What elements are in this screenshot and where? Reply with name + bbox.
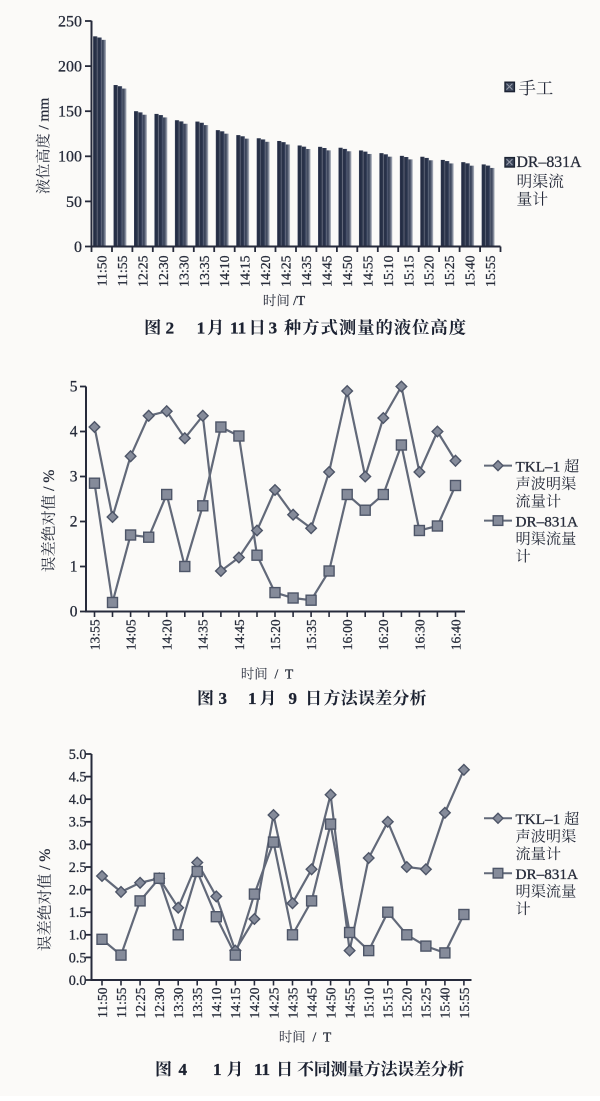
svg-text:2: 2 bbox=[166, 319, 175, 338]
svg-text:9: 9 bbox=[289, 689, 298, 708]
svg-text:14:55: 14:55 bbox=[342, 987, 357, 1018]
svg-text:15:25: 15:25 bbox=[419, 987, 434, 1018]
svg-text:15:10: 15:10 bbox=[362, 987, 377, 1018]
svg-text:11:55: 11:55 bbox=[115, 255, 130, 286]
svg-text:/ T: / T bbox=[268, 667, 294, 682]
svg-text:/ T: / T bbox=[306, 1030, 332, 1045]
svg-text:4: 4 bbox=[179, 1060, 188, 1079]
svg-text:14:15: 14:15 bbox=[238, 255, 253, 287]
svg-text:150: 150 bbox=[58, 104, 82, 121]
svg-text:5.0: 5.0 bbox=[69, 747, 87, 763]
svg-text:14:45: 14:45 bbox=[304, 987, 319, 1018]
svg-text:4: 4 bbox=[70, 424, 78, 441]
svg-text:16:00: 16:00 bbox=[340, 619, 355, 650]
svg-text:15:40: 15:40 bbox=[463, 255, 478, 287]
svg-text:TKL–1: TKL–1 bbox=[516, 811, 565, 828]
svg-text:15:20: 15:20 bbox=[422, 255, 437, 287]
svg-text:14:35: 14:35 bbox=[196, 619, 211, 650]
svg-text:11:50: 11:50 bbox=[95, 255, 110, 286]
svg-text:14:50: 14:50 bbox=[340, 255, 355, 287]
svg-text:15:55: 15:55 bbox=[457, 987, 472, 1018]
svg-text:0: 0 bbox=[74, 239, 82, 256]
svg-text:2.0: 2.0 bbox=[69, 883, 87, 899]
svg-text:1.5: 1.5 bbox=[69, 905, 87, 921]
svg-text:15:40: 15:40 bbox=[438, 987, 453, 1018]
svg-text:/ %: / % bbox=[41, 470, 58, 495]
svg-text:1: 1 bbox=[248, 689, 257, 708]
svg-text:0.0: 0.0 bbox=[69, 973, 87, 989]
svg-text:1: 1 bbox=[197, 319, 206, 338]
svg-text:14:20: 14:20 bbox=[247, 987, 262, 1018]
svg-text:3.5: 3.5 bbox=[69, 815, 87, 831]
svg-text:3.0: 3.0 bbox=[69, 837, 87, 853]
svg-text:0: 0 bbox=[70, 604, 78, 621]
svg-text:11: 11 bbox=[254, 1060, 270, 1079]
svg-text:14:55: 14:55 bbox=[360, 255, 375, 287]
svg-text:15:20: 15:20 bbox=[400, 987, 415, 1018]
svg-text:DR–831A: DR–831A bbox=[517, 154, 583, 171]
svg-text:12:25: 12:25 bbox=[133, 987, 148, 1018]
svg-text:13:30: 13:30 bbox=[171, 987, 186, 1018]
svg-text:/ %: / % bbox=[37, 849, 54, 874]
svg-text:3: 3 bbox=[269, 319, 278, 338]
svg-text:1: 1 bbox=[213, 1060, 222, 1079]
svg-text:14:35: 14:35 bbox=[285, 987, 300, 1018]
svg-text:14:20: 14:20 bbox=[258, 255, 273, 287]
svg-text:4.0: 4.0 bbox=[69, 792, 87, 808]
svg-text:15:55: 15:55 bbox=[483, 255, 498, 287]
svg-text:11:50: 11:50 bbox=[95, 987, 110, 1018]
svg-text:15:15: 15:15 bbox=[381, 987, 396, 1018]
svg-text:/T: /T bbox=[290, 293, 306, 308]
svg-text:14:20: 14:20 bbox=[160, 619, 175, 650]
svg-text:3: 3 bbox=[219, 689, 228, 708]
svg-text:16:40: 16:40 bbox=[448, 619, 463, 650]
svg-text:13:55: 13:55 bbox=[87, 619, 102, 650]
svg-text:14:10: 14:10 bbox=[209, 987, 224, 1018]
svg-text:2: 2 bbox=[70, 514, 78, 531]
svg-text:2.5: 2.5 bbox=[69, 860, 87, 876]
svg-text:14:15: 14:15 bbox=[228, 987, 243, 1018]
svg-text:16:20: 16:20 bbox=[376, 619, 391, 650]
svg-text:14:45: 14:45 bbox=[232, 619, 247, 650]
svg-text:14:35: 14:35 bbox=[299, 255, 314, 287]
svg-text:4.5: 4.5 bbox=[69, 770, 87, 786]
svg-text:200: 200 bbox=[58, 59, 82, 76]
svg-text:14:50: 14:50 bbox=[323, 987, 338, 1018]
svg-text:11: 11 bbox=[230, 319, 246, 338]
svg-text:100: 100 bbox=[58, 149, 82, 166]
svg-text:13:35: 13:35 bbox=[197, 255, 212, 287]
svg-text:250: 250 bbox=[58, 13, 82, 30]
svg-text:15:35: 15:35 bbox=[304, 619, 319, 650]
svg-text:1: 1 bbox=[70, 559, 78, 576]
svg-text:/ mm: / mm bbox=[36, 98, 53, 134]
svg-text:5: 5 bbox=[70, 379, 78, 396]
svg-text:14:10: 14:10 bbox=[217, 255, 232, 287]
svg-text:15:15: 15:15 bbox=[401, 255, 416, 287]
svg-text:14:25: 14:25 bbox=[266, 987, 281, 1018]
svg-text:15:10: 15:10 bbox=[381, 255, 396, 287]
svg-text:12:30: 12:30 bbox=[152, 987, 167, 1018]
svg-text:11:55: 11:55 bbox=[114, 987, 129, 1018]
svg-text:15:25: 15:25 bbox=[442, 255, 457, 287]
svg-text:13:30: 13:30 bbox=[176, 255, 191, 287]
svg-text:DR–831A: DR–831A bbox=[516, 514, 578, 531]
svg-text:16:30: 16:30 bbox=[412, 619, 427, 650]
svg-text:TKL–1: TKL–1 bbox=[516, 459, 565, 476]
svg-text:0.5: 0.5 bbox=[69, 950, 87, 966]
svg-text:14:05: 14:05 bbox=[124, 619, 139, 650]
svg-text:13:35: 13:35 bbox=[190, 987, 205, 1018]
svg-text:12:25: 12:25 bbox=[135, 255, 150, 287]
svg-text:12:30: 12:30 bbox=[156, 255, 171, 287]
svg-text:3: 3 bbox=[70, 469, 78, 486]
svg-text:1.0: 1.0 bbox=[69, 928, 87, 944]
svg-text:14:45: 14:45 bbox=[320, 255, 335, 287]
svg-text:14:25: 14:25 bbox=[279, 255, 294, 287]
svg-text:50: 50 bbox=[66, 194, 82, 211]
svg-text:DR–831A: DR–831A bbox=[516, 866, 578, 883]
svg-text:15:20: 15:20 bbox=[268, 619, 283, 650]
